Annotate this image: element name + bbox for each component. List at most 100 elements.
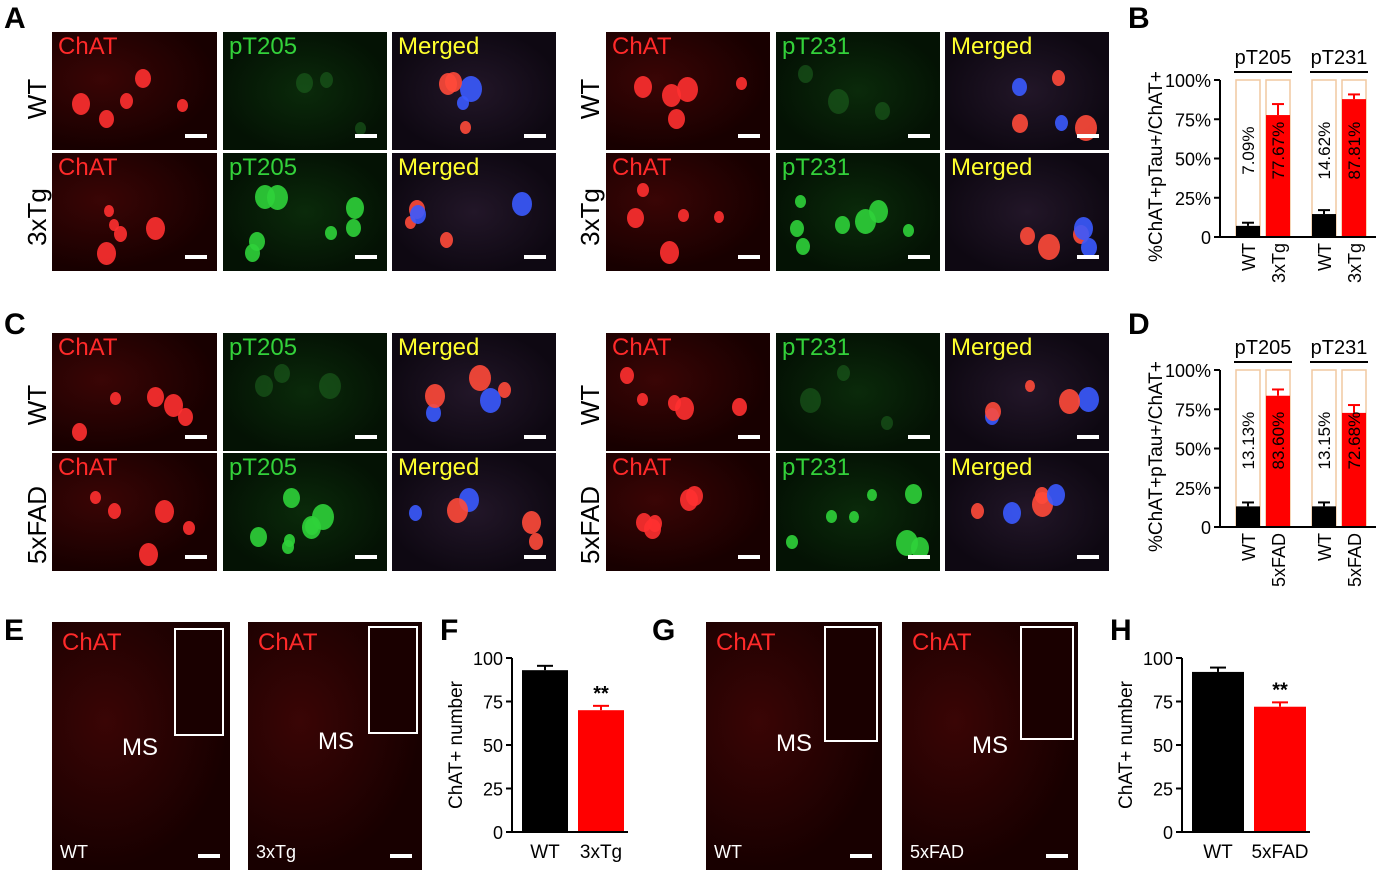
cell-body: [178, 408, 193, 426]
bar-pT205-WT: [1236, 225, 1260, 237]
y-tick-label: 25: [483, 780, 503, 800]
cell-body: [296, 73, 313, 93]
cell-body: [634, 76, 652, 98]
row-label-wt-a-left: WT: [22, 78, 52, 120]
data-label: 77.67%: [1269, 122, 1288, 180]
data-label: 83.60%: [1269, 412, 1288, 470]
label-pt231: pT231: [782, 33, 851, 60]
label-merged: Merged: [951, 454, 1033, 481]
y-tick-label: 25%: [1175, 479, 1211, 499]
micrograph-c-wt-merged-2: Merged: [392, 333, 556, 451]
scale-bar: [185, 555, 207, 559]
category-label: WT: [1239, 533, 1259, 561]
micrograph-a-tg-pt205-1: pT205: [223, 153, 387, 271]
chart-b: %ChAT+pTau+/ChAT+ 0 25% 50% 75% 100% 7.09% WT 77…: [1146, 47, 1376, 283]
cell-body: [283, 488, 300, 508]
cell-body: [677, 77, 698, 102]
cell-body: [425, 384, 445, 408]
significance-mark: **: [593, 683, 609, 705]
bar-pT231-WT: [1312, 214, 1336, 237]
data-label: 13.15%: [1315, 412, 1334, 470]
cell-body: [146, 217, 165, 240]
cell-body: [678, 209, 689, 222]
cell-body: [250, 527, 267, 547]
bar-pT205-5xFAD: [1266, 395, 1290, 527]
inset-box: [174, 628, 224, 736]
cell-body: [447, 498, 468, 523]
bar-pT231-WT: [1312, 506, 1336, 527]
scale-bar: [738, 134, 760, 138]
micrograph-a-tg-chat-0: ChAT: [52, 153, 217, 271]
scale-bar: [1077, 435, 1099, 439]
panel-letter-h: H: [1110, 614, 1132, 647]
y-tick-label: 0: [1163, 823, 1173, 843]
cell-body: [177, 99, 188, 112]
cell-body: [440, 232, 453, 248]
panel-letter-c: C: [4, 308, 26, 341]
scale-bar: [524, 255, 546, 259]
cell-body: [282, 540, 294, 554]
label-merged: Merged: [951, 154, 1033, 181]
cell-body: [905, 484, 922, 504]
y-axis-label: ChAT+ number: [446, 680, 467, 809]
y-tick-label: 75: [483, 693, 503, 713]
cell-body: [790, 220, 804, 237]
cell-body: [867, 489, 877, 501]
micrograph-a-wt-chat-3: ChAT: [606, 32, 770, 150]
y-tick-label: 0: [1201, 518, 1211, 538]
row-label-wt-c-left: WT: [22, 384, 52, 426]
cell-body: [522, 511, 541, 534]
bar-pT205-WT: [1236, 506, 1260, 527]
cell-body: [786, 535, 798, 549]
label-pt205: pT205: [229, 33, 298, 60]
cell-body: [410, 205, 426, 224]
inset-box: [824, 626, 878, 742]
cell-body: [255, 375, 273, 397]
scale-bar: [355, 435, 377, 439]
row-label-wt-a-right: WT: [575, 78, 605, 120]
category-label: 5xFAD: [1345, 533, 1365, 587]
label-merged: Merged: [398, 334, 480, 361]
row-label-5xfad-c-left: 5xFAD: [22, 485, 52, 565]
label-pt231: pT231: [782, 154, 851, 181]
panel-letter-g: G: [652, 614, 676, 647]
label-chat: ChAT: [258, 629, 318, 656]
cell-body: [99, 110, 114, 128]
cell-body: [881, 416, 893, 430]
category-label: WT: [530, 842, 560, 863]
micrograph-c-fad-merged-2: Merged: [392, 453, 556, 571]
data-label: 87.81%: [1345, 122, 1364, 180]
cell-body: [826, 510, 837, 523]
cell-body: [800, 388, 821, 413]
y-tick-label: 50: [1153, 736, 1173, 756]
scale-bar: [524, 555, 546, 559]
cell-body: [183, 521, 195, 535]
cell-body: [971, 503, 984, 519]
cell-body: [135, 69, 151, 88]
cell-body: [1074, 217, 1093, 240]
y-tick-label: 100: [473, 649, 503, 669]
micrograph-e-wt: ChAT MS WT: [52, 622, 230, 870]
scale-bar: [738, 435, 760, 439]
label-chat: ChAT: [58, 33, 118, 60]
cell-body: [72, 423, 87, 441]
cell-body: [875, 102, 890, 120]
cell-body: [637, 393, 648, 406]
label-chat: ChAT: [612, 33, 672, 60]
cell-body: [346, 219, 361, 237]
cell-body: [109, 219, 119, 231]
scale-bar: [524, 435, 546, 439]
chart-f: ChAT+ number 0 25 50 75 100 WT 3xTg **: [446, 649, 628, 863]
bar-3xTg: [578, 710, 624, 832]
scale-bar: [850, 854, 872, 858]
micrograph-c-wt-chat-3: ChAT: [606, 333, 770, 451]
chart-d: %ChAT+pTau+/ChAT+ 0 25% 50% 75% 100% 13.13% WT 8…: [1146, 337, 1376, 587]
cell-body: [714, 211, 724, 223]
label-chat: ChAT: [912, 629, 972, 656]
cell-body: [855, 209, 876, 234]
cell-body: [90, 491, 101, 504]
cell-body: [835, 216, 850, 234]
cell-body: [798, 65, 813, 83]
cell-body: [1047, 484, 1065, 506]
cell-body: [346, 197, 364, 219]
